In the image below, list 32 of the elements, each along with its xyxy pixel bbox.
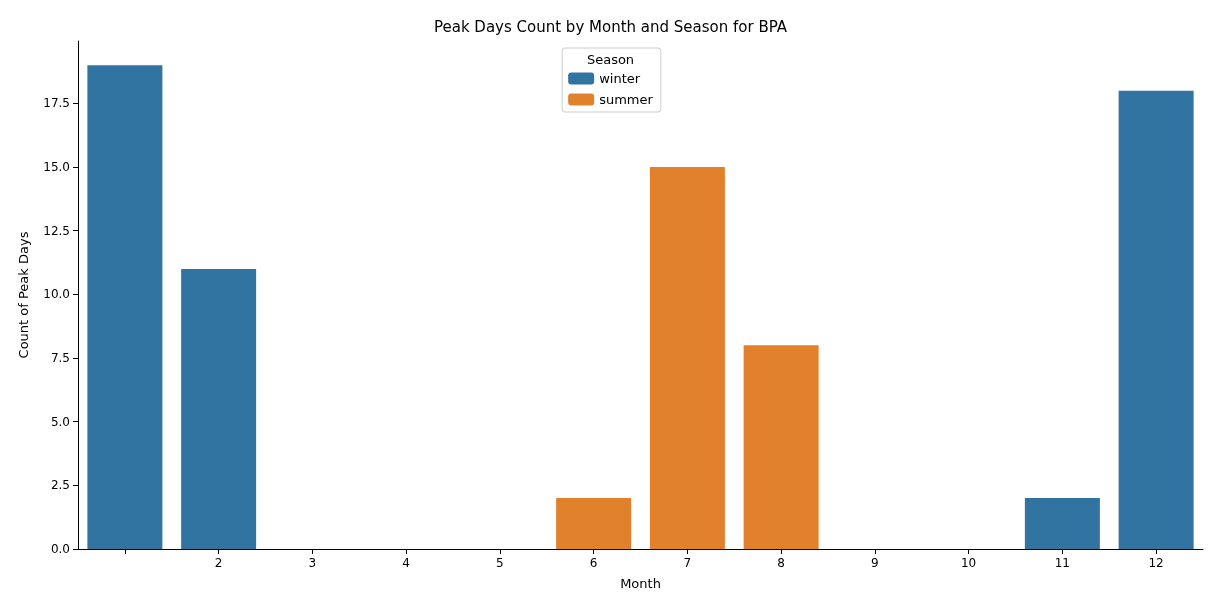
y-tick-label: 0.0 <box>50 542 70 556</box>
y-tick-label: 17.5 <box>43 96 70 111</box>
x-tick-label: 12 <box>1148 556 1164 570</box>
x-tick-label: 8 <box>777 556 785 570</box>
bar <box>556 498 632 549</box>
bar <box>1024 498 1100 549</box>
y-tick-label: 10.0 <box>43 287 70 302</box>
legend-label: winter <box>599 71 641 86</box>
bar <box>649 167 725 549</box>
y-axis-title: Count of Peak Days <box>16 231 31 359</box>
x-tick-label: 9 <box>871 556 879 570</box>
legend-title: Season <box>586 52 635 67</box>
x-tick-label: 11 <box>1054 556 1071 570</box>
x-tick-label: 4 <box>402 556 410 570</box>
x-axis-title: Month <box>620 576 661 591</box>
legend-label: summer <box>599 92 654 107</box>
x-tick-label: 3 <box>308 556 317 570</box>
x-tick-label: 7 <box>683 556 692 570</box>
y-tick-label: 15.0 <box>43 160 70 175</box>
y-tick-label: 2.5 <box>50 478 70 493</box>
bar <box>1118 90 1194 549</box>
y-tick-label: 12.5 <box>43 223 70 238</box>
x-tick-label: 10 <box>960 556 977 570</box>
chart-title: Peak Days Count by Month and Season for BPA <box>433 17 788 36</box>
x-tick-label: 6 <box>589 556 598 570</box>
x-tick-label: 5 <box>496 556 504 570</box>
x-tick-label: 2 <box>214 556 223 570</box>
y-tick-label: 5.0 <box>50 414 70 429</box>
y-tick-label: 7.5 <box>50 351 70 366</box>
bar <box>87 65 163 549</box>
bar <box>743 345 819 549</box>
bar <box>181 268 257 549</box>
